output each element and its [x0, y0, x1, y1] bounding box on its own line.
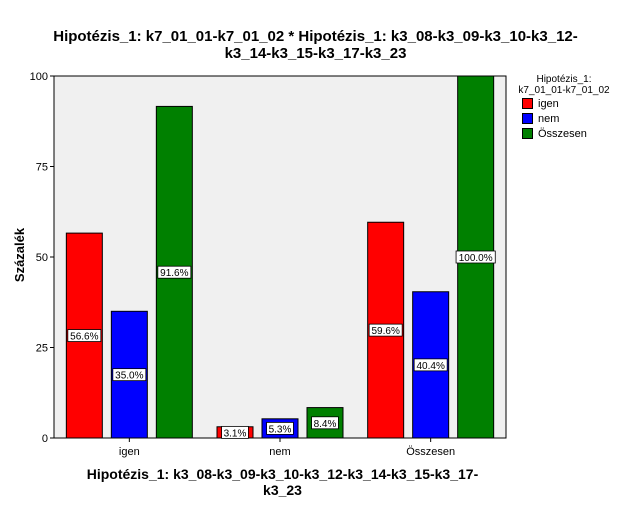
legend-title-line-1: Hipotézis_1: — [536, 74, 592, 85]
y-tick-label: 0 — [42, 433, 48, 445]
data-label: 91.6% — [160, 268, 188, 279]
chart-title: Hipotézis_1: k7_01_01-k7_01_02 * Hipotéz… — [0, 28, 631, 62]
y-axis-label: Százalék — [12, 227, 27, 283]
data-label-box — [311, 416, 339, 430]
data-label-box — [455, 250, 496, 264]
legend-item-igen: igen — [522, 96, 620, 111]
chart-title-line-2: k3_14-k3_15-k3_17-k3_23 — [224, 45, 407, 62]
legend-item-osszesen: Összesen — [522, 126, 620, 141]
data-label-box — [157, 265, 192, 279]
legend-swatch-igen — [522, 98, 533, 109]
data-label: 8.4% — [314, 419, 337, 430]
x-tick-label: Összesen — [406, 446, 455, 458]
y-tick-label: 25 — [36, 343, 48, 355]
data-label-box — [67, 329, 102, 342]
x-tick-label: igen — [119, 446, 140, 458]
data-label-box — [368, 323, 403, 337]
data-label-box — [413, 358, 448, 372]
y-tick-label: 75 — [36, 162, 48, 174]
legend-swatch-osszesen — [522, 128, 533, 139]
x-axis-label-line-2: k3_23 — [263, 482, 302, 498]
legend: Hipotézis_1: k7_01_01-k7_01_02 igen nem … — [508, 74, 620, 141]
data-label: 56.6% — [70, 332, 98, 343]
y-tick-label: 100 — [30, 71, 48, 83]
data-label: 35.0% — [115, 371, 143, 382]
data-label: 100.0% — [459, 253, 493, 264]
data-label: 59.6% — [371, 326, 399, 337]
chart-title-line-1: Hipotézis_1: k7_01_01-k7_01_02 * Hipotéz… — [53, 28, 578, 45]
legend-swatch-nem — [522, 113, 533, 124]
data-label-box — [266, 422, 294, 435]
x-tick-label: nem — [269, 446, 290, 458]
legend-title-line-2: k7_01_01-k7_01_02 — [518, 85, 610, 96]
data-label-box — [221, 425, 249, 439]
data-label: 5.3% — [269, 424, 292, 435]
legend-label-igen: igen — [538, 97, 559, 110]
legend-item-nem: nem — [522, 111, 620, 126]
data-label: 40.4% — [416, 361, 444, 372]
data-label: 3.1% — [224, 428, 247, 439]
legend-label-osszesen: Összesen — [538, 127, 587, 140]
legend-title: Hipotézis_1: k7_01_01-k7_01_02 — [508, 74, 620, 96]
legend-label-nem: nem — [538, 112, 560, 125]
data-label-box — [112, 368, 147, 382]
x-axis-label-line-1: Hipotézis_1: k3_08-k3_09-k3_10-k3_12-k3_… — [86, 466, 479, 482]
x-axis-label: Hipotézis_1: k3_08-k3_09-k3_10-k3_12-k3_… — [0, 466, 565, 498]
y-tick-label: 50 — [36, 252, 48, 264]
